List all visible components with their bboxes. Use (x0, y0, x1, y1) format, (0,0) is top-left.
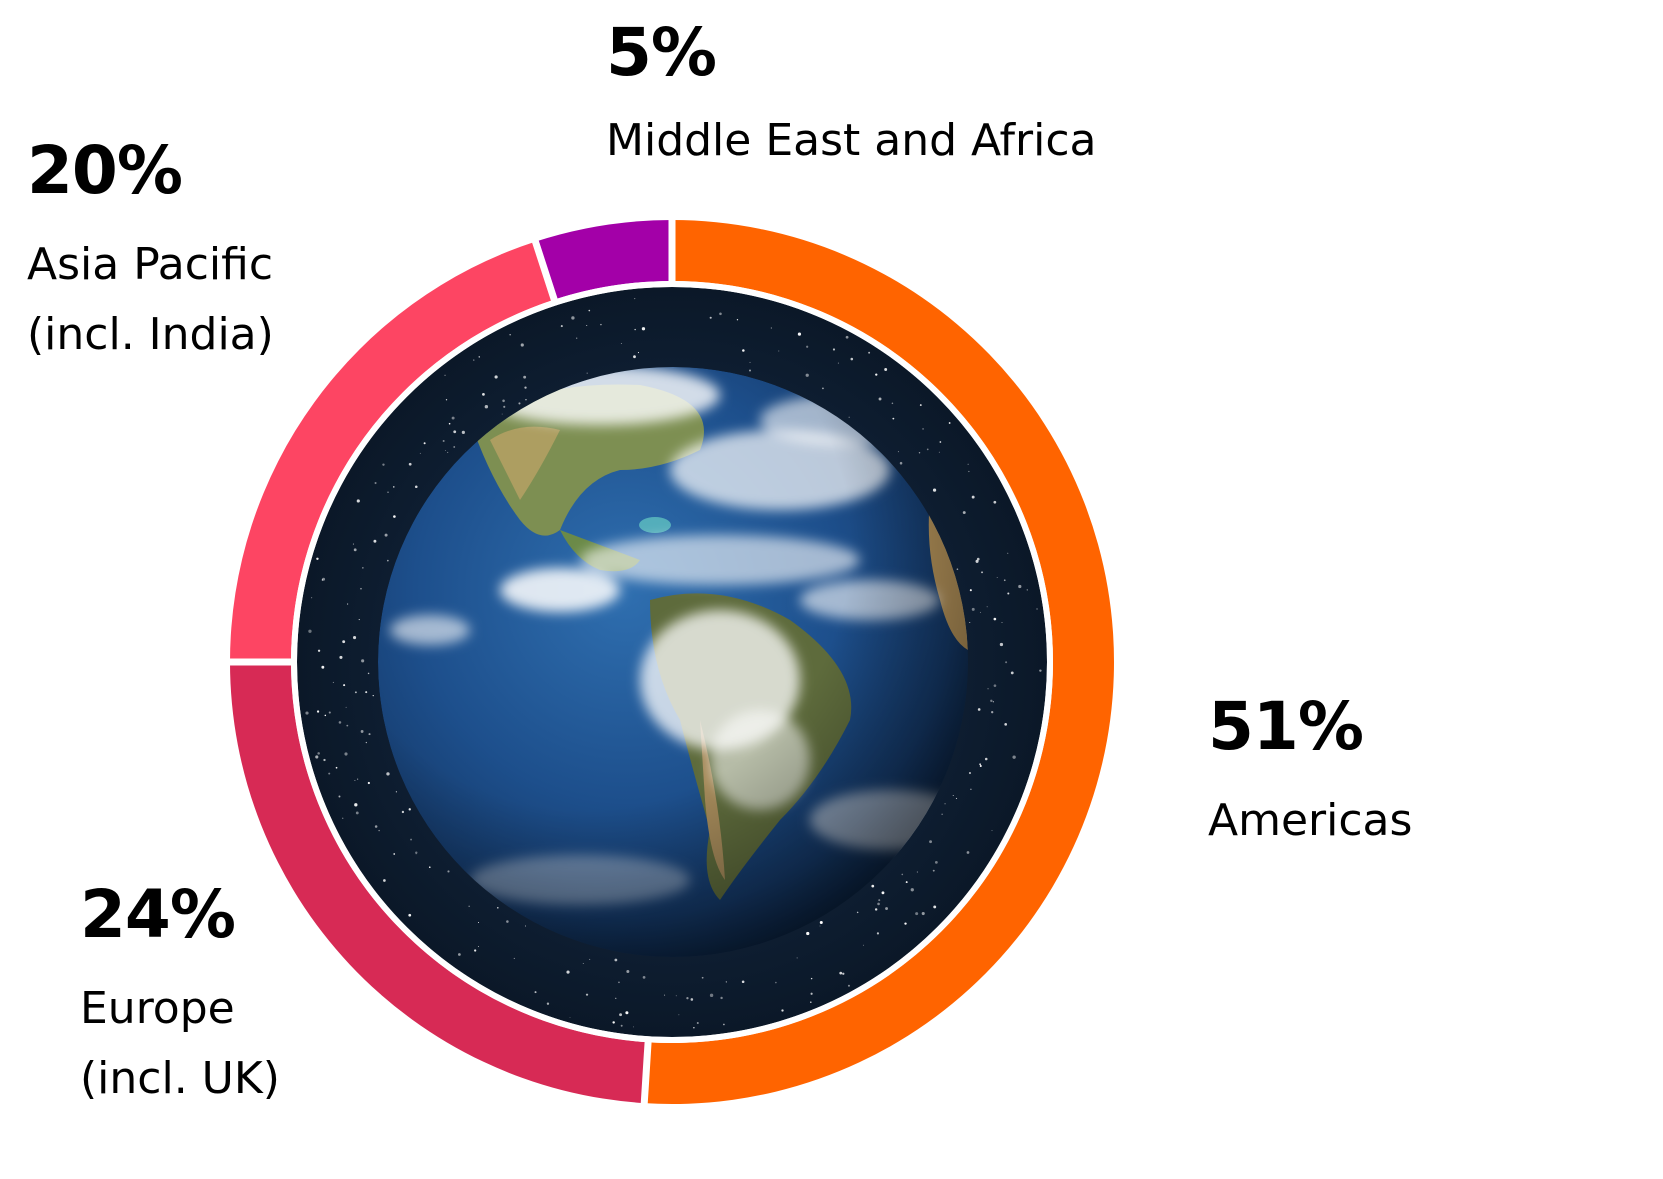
percent-value: 24% (80, 876, 236, 953)
percent-value: 51% (1208, 688, 1364, 765)
percent-value: 5% (606, 14, 717, 91)
segment-dividers (228, 218, 1053, 1106)
label-middle-east-africa: 5% Middle East and Africa (606, 20, 1097, 176)
earth-globe-image (378, 367, 968, 957)
stars (305, 298, 1042, 1029)
percent-value: 20% (27, 132, 183, 209)
segment-middle-east-africa (535, 220, 672, 300)
segment-europe (230, 662, 649, 1104)
segment-asia-pacific (230, 241, 555, 662)
label-asia-pacific: 20% Asia Pacific (incl. India) (27, 138, 274, 370)
region-name: Americas (1208, 795, 1413, 846)
donut-ring (230, 220, 1114, 1104)
label-americas: 51% Americas (1208, 694, 1412, 856)
segment-americas (644, 220, 1114, 1104)
region-name: Middle East and Africa (606, 115, 1097, 166)
region-name: Asia Pacific (incl. India) (27, 239, 274, 360)
region-name: Europe (incl. UK) (80, 983, 280, 1104)
label-europe: 24% Europe (incl. UK) (80, 882, 280, 1114)
